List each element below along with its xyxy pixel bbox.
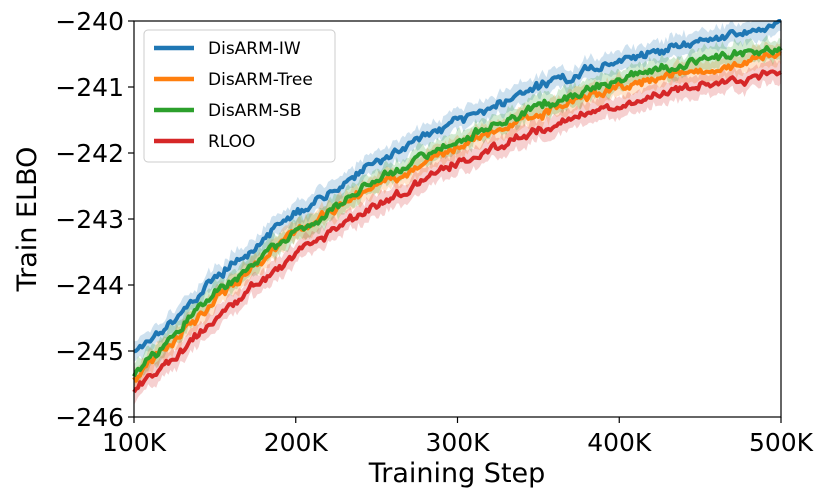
- x-tick-label: 500K: [749, 428, 814, 457]
- line-disarm-sb: [132, 45, 783, 378]
- x-axis-ticks: 100K 200K 300K 400K 500K: [102, 417, 814, 457]
- y-tick-label: −243: [55, 205, 124, 234]
- x-axis-label: Training Step: [368, 458, 546, 489]
- y-tick-label: −242: [55, 139, 124, 168]
- line-rloo: [132, 69, 782, 394]
- legend-label-disarm-sb: DisARM-SB: [208, 101, 301, 121]
- x-tick-label: 200K: [264, 428, 329, 457]
- y-tick-label: −241: [55, 73, 124, 102]
- confidence-bands: [134, 21, 781, 405]
- y-tick-label: −240: [55, 7, 124, 36]
- band-rloo: [134, 59, 781, 405]
- legend-label-disarm-iw: DisARM-IW: [208, 39, 301, 59]
- series-lines: [132, 19, 783, 394]
- x-tick-label: 300K: [425, 428, 490, 457]
- legend: DisARM-IW DisARM-Tree DisARM-SB RLOO: [143, 29, 336, 163]
- y-tick-label: −245: [55, 337, 124, 366]
- legend-box: [143, 29, 336, 163]
- x-tick-label: 100K: [102, 428, 167, 457]
- line-disarm-tree: [132, 51, 782, 383]
- y-axis-label: Train ELBO: [12, 147, 43, 293]
- legend-label-disarm-tree: DisARM-Tree: [208, 70, 313, 90]
- y-tick-label: −244: [55, 271, 124, 300]
- band-disarm-tree: [134, 41, 781, 394]
- y-tick-label: −246: [55, 403, 124, 432]
- line-disarm-iw: [133, 19, 781, 354]
- y-axis-ticks: −246 −245 −244 −243 −242 −241 −240: [55, 7, 134, 432]
- x-tick-label: 400K: [587, 428, 652, 457]
- legend-label-rloo: RLOO: [208, 132, 255, 152]
